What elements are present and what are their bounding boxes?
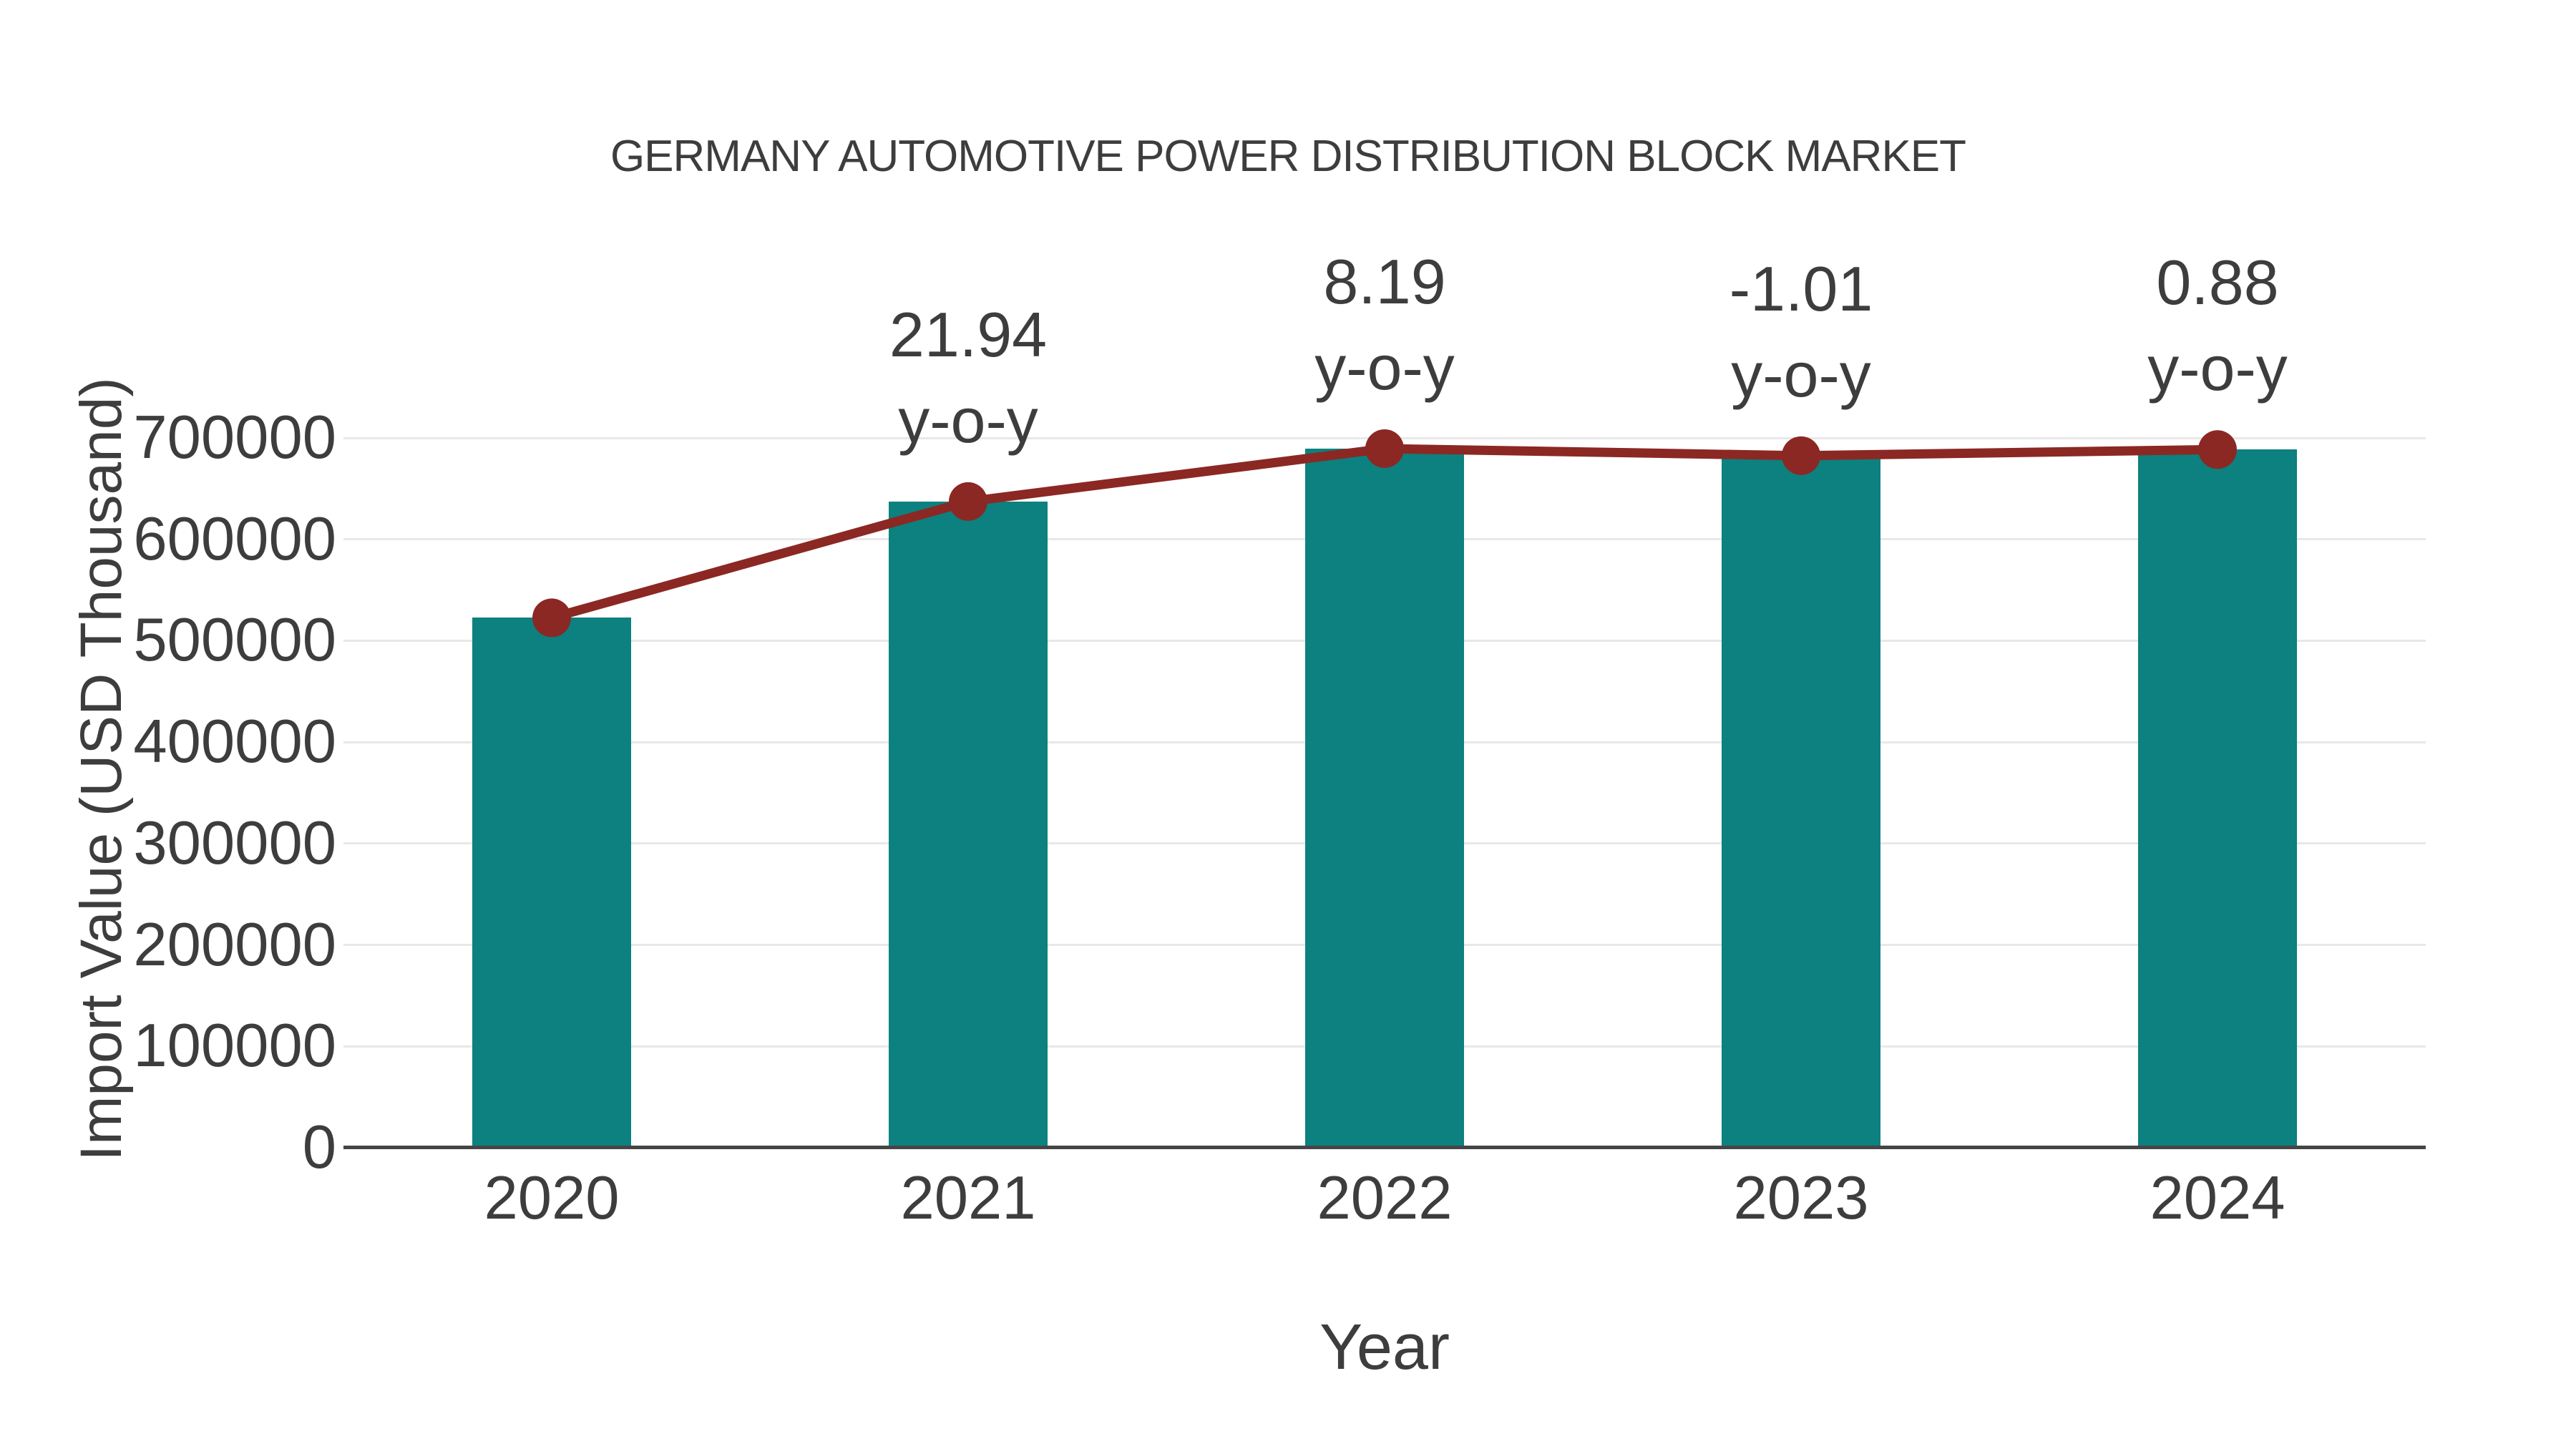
annotation-value-2024: 0.88 — [2156, 247, 2279, 318]
y-tick-label-0: 0 — [302, 1113, 336, 1181]
y-tick-label-700000: 700000 — [133, 404, 336, 472]
bar-2024 — [2138, 449, 2297, 1148]
annotation-value-2022: 8.19 — [1323, 245, 1446, 317]
annotation-suffix-2023: y-o-y — [1731, 338, 1871, 410]
y-tick-label-400000: 400000 — [133, 708, 336, 776]
bar-2022 — [1305, 448, 1464, 1148]
x-tick-label-2022: 2022 — [1317, 1164, 1453, 1232]
annotation-value-2021: 21.94 — [889, 298, 1048, 370]
y-tick-label-200000: 200000 — [133, 910, 336, 979]
y-tick-label-600000: 600000 — [133, 504, 336, 573]
annotation-2024: 0.88 y-o-y — [2003, 240, 2432, 411]
annotation-2023: -1.01 y-o-y — [1586, 246, 2016, 418]
x-tick-label-2024: 2024 — [2150, 1164, 2285, 1232]
bar-2021 — [889, 501, 1048, 1148]
annotation-suffix-2024: y-o-y — [2147, 333, 2288, 404]
annotation-suffix-2022: y-o-y — [1314, 331, 1455, 403]
gridline-700000 — [343, 436, 2426, 439]
x-tick-label-2020: 2020 — [484, 1164, 620, 1232]
annotation-2021: 21.94 y-o-y — [753, 292, 1183, 464]
y-tick-label-300000: 300000 — [133, 809, 336, 877]
chart-title: GERMANY AUTOMOTIVE POWER DISTRIBUTION BL… — [610, 132, 1966, 181]
x-tick-label-2023: 2023 — [1733, 1164, 1869, 1232]
annotation-suffix-2021: y-o-y — [898, 384, 1038, 456]
annotation-2022: 8.19 y-o-y — [1170, 239, 1599, 411]
y-tick-label-500000: 500000 — [133, 606, 336, 675]
annotation-value-2023: -1.01 — [1729, 253, 1873, 324]
x-axis-title: Year — [1319, 1312, 1450, 1383]
x-tick-label-2021: 2021 — [900, 1164, 1036, 1232]
x-axis-line — [343, 1146, 2426, 1149]
bar-2020 — [472, 618, 631, 1148]
y-tick-label-100000: 100000 — [133, 1012, 336, 1080]
bar-2023 — [1722, 455, 1880, 1148]
